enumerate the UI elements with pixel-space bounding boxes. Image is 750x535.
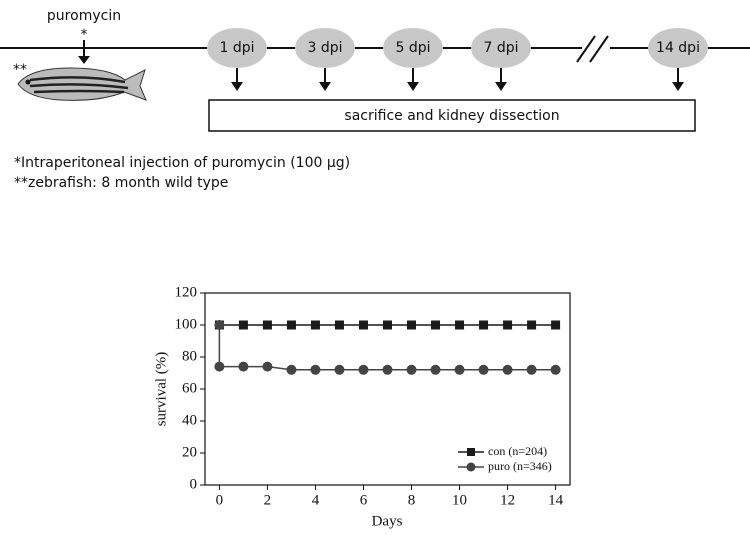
timepoint-label: 5 dpi: [395, 40, 430, 56]
fish-mark: **: [13, 62, 27, 78]
arrow-head: [78, 56, 90, 64]
marker: [503, 320, 513, 330]
marker: [430, 364, 441, 375]
note: *Intraperitoneal injection of puromycin …: [14, 155, 350, 171]
injection-label: puromycin: [47, 8, 121, 24]
timepoint-oval: [648, 28, 708, 68]
timepoint-oval: [207, 28, 267, 68]
marker: [526, 364, 537, 375]
marker: [214, 361, 225, 372]
legend-label: puro (n=346): [488, 459, 552, 473]
marker: [334, 320, 344, 330]
dissection-box: [208, 99, 696, 132]
x-tick-label: 4: [312, 492, 320, 508]
marker: [262, 361, 273, 372]
legend-marker: [466, 462, 476, 472]
marker: [334, 364, 345, 375]
timepoint-oval: [383, 28, 443, 68]
y-tick-label: 80: [182, 348, 197, 364]
y-tick-label: 40: [182, 412, 197, 428]
marker: [214, 320, 225, 330]
y-tick-label: 60: [182, 380, 197, 396]
marker: [310, 364, 321, 375]
x-axis-label: Days: [372, 513, 403, 529]
marker: [551, 320, 561, 330]
break-mark: [576, 35, 596, 63]
y-axis-label: survival (%): [153, 352, 169, 427]
marker: [262, 320, 272, 330]
arrow-head: [231, 82, 243, 91]
marker: [406, 364, 417, 375]
marker: [478, 364, 489, 375]
timepoint-oval: [471, 28, 531, 68]
marker: [431, 320, 441, 330]
y-tick-label: 20: [182, 444, 197, 460]
marker: [383, 320, 392, 330]
arrow-head: [319, 82, 331, 91]
arrow-head: [672, 82, 684, 91]
legend-label: con (n=204): [488, 444, 547, 458]
x-tick-label: 6: [360, 492, 368, 508]
timepoint-oval: [295, 28, 355, 68]
marker: [358, 364, 369, 375]
marker: [479, 320, 489, 330]
marker: [454, 364, 465, 375]
marker: [238, 320, 248, 330]
marker: [238, 361, 249, 372]
y-tick-label: 0: [190, 476, 198, 492]
marker: [382, 364, 393, 375]
timepoint-label: 1 dpi: [219, 40, 254, 56]
marker: [286, 364, 297, 375]
legend-marker: [467, 448, 475, 456]
arrow-head: [407, 82, 419, 91]
marker: [358, 320, 368, 330]
marker: [286, 320, 296, 330]
marker: [550, 364, 561, 375]
arrow-head: [495, 82, 507, 91]
box-label: sacrifice and kidney dissection: [344, 108, 559, 124]
marker: [455, 320, 465, 330]
break-mark: [589, 35, 609, 63]
y-tick-label: 120: [175, 284, 198, 300]
series-line: [218, 325, 556, 371]
marker: [310, 320, 320, 330]
x-tick-label: 0: [216, 492, 224, 508]
timepoint-label: 3 dpi: [307, 40, 342, 56]
injection-mark: *: [81, 27, 88, 43]
x-tick-label: 14: [548, 492, 564, 508]
y-tick-label: 100: [175, 316, 198, 332]
timepoint-label: 14 dpi: [656, 40, 700, 56]
marker: [502, 364, 513, 375]
x-tick-label: 10: [452, 492, 467, 508]
x-tick-label: 12: [500, 492, 515, 508]
x-tick-label: 8: [408, 492, 416, 508]
zebrafish: [17, 67, 147, 101]
marker: [527, 320, 537, 330]
marker: [407, 320, 417, 330]
note: **zebrafish: 8 month wild type: [14, 175, 228, 191]
x-tick-label: 2: [264, 492, 272, 508]
timepoint-label: 7 dpi: [483, 40, 518, 56]
